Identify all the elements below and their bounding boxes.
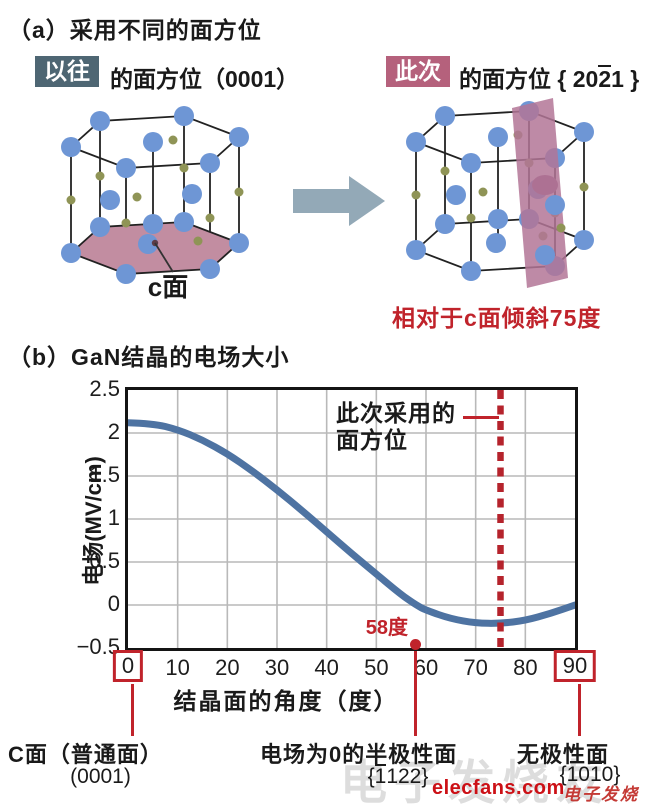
site-watermark-cn: 电子发烧友	[563, 785, 639, 804]
y-tick-1: 1	[107, 505, 120, 530]
c-plane-label: c面	[147, 272, 189, 302]
gallium-atoms	[61, 106, 249, 284]
electric-field-chart	[125, 387, 578, 651]
nonpolar-miller-barred: 1	[589, 762, 602, 786]
c-plane-miller: (0001)	[70, 765, 131, 788]
tilt-angle-note: 相对于c面倾斜75度	[392, 305, 602, 331]
y-tick-2.5: 2.5	[89, 376, 120, 401]
nitrogen-atoms	[66, 135, 244, 246]
atom-front	[535, 245, 555, 265]
x-tick-50: 50	[364, 655, 389, 680]
new-orientation-label: 的面方位 { 2021 }	[459, 60, 639, 94]
y-tick-0.5: 0.5	[89, 548, 120, 573]
section-b-title: （b）GaN结晶的电场大小	[8, 344, 290, 370]
x-tick-10: 10	[165, 655, 190, 680]
y-tick-0: 0	[107, 591, 120, 616]
annotation-pointer-line	[463, 416, 499, 419]
c-plane-pointer-line	[154, 242, 174, 273]
y-tick-2: 2	[107, 419, 120, 444]
crystal-c-plane-figure	[61, 106, 249, 284]
semipolar-miller-post: 122}	[386, 765, 429, 788]
semipolar-plane-face	[512, 98, 568, 288]
miller-2021-post: 1 }	[611, 66, 640, 92]
semipolar-miller: {1122}	[352, 764, 444, 789]
transform-arrow-icon	[293, 176, 385, 226]
miller-2021-barred: 2	[598, 65, 612, 92]
x-tick-70: 70	[463, 655, 488, 680]
vline-annotation-line2: 面方位	[336, 426, 408, 453]
semipolar-bottom-label: 电场为0的半极性面	[260, 742, 458, 767]
y-axis-title: 电场(MV/cm)	[81, 456, 106, 586]
atom-front	[545, 195, 565, 215]
vline-annotation: 此次采用的 面方位	[336, 400, 456, 454]
nonpolar-miller-pre: {10	[559, 763, 590, 786]
section-a-title: （a）采用不同的面方位	[8, 17, 262, 43]
new-orientation-badge: 此次	[386, 56, 450, 87]
vline-annotation-line1: 此次采用的	[336, 400, 456, 426]
nonpolar-miller: {1010}	[548, 762, 632, 787]
x-tick-90: 90	[553, 650, 597, 682]
chart-canvas	[128, 390, 575, 648]
x-axis-title: 结晶面的角度（度）	[173, 688, 399, 714]
c-plane-bottom-label: C面（普通面）	[8, 742, 163, 767]
semipolar-miller-barred: 1	[374, 764, 387, 788]
previous-orientation-badge: 以往	[35, 56, 99, 87]
previous-orientation-label: 的面方位（0001）	[110, 66, 300, 92]
zero-cross-dot	[410, 639, 421, 650]
x-tick-40: 40	[314, 655, 339, 680]
x-tick-20: 20	[215, 655, 240, 680]
nonpolar-miller-post: 0}	[601, 763, 621, 786]
miller-2021-pre: 的面方位 { 20	[459, 66, 599, 92]
crystal-tilted-plane-figure	[406, 98, 594, 288]
x-tick-0: 0	[112, 650, 144, 682]
connector-line-90	[578, 684, 581, 736]
x-tick-30: 30	[264, 655, 290, 680]
y-tick-1.5: 1.5	[89, 462, 120, 487]
atom-front-small	[556, 223, 566, 233]
zero-cross-label: 58度	[365, 617, 408, 639]
semipolar-miller-pre: {	[367, 765, 375, 788]
site-watermark: elecfans.com	[432, 777, 565, 799]
x-tick-80: 80	[513, 655, 538, 680]
connector-line-0	[131, 684, 134, 736]
x-tick-60: 60	[413, 655, 439, 680]
connector-line-58	[414, 651, 417, 736]
y-tick--0.5: −0.5	[76, 634, 120, 659]
